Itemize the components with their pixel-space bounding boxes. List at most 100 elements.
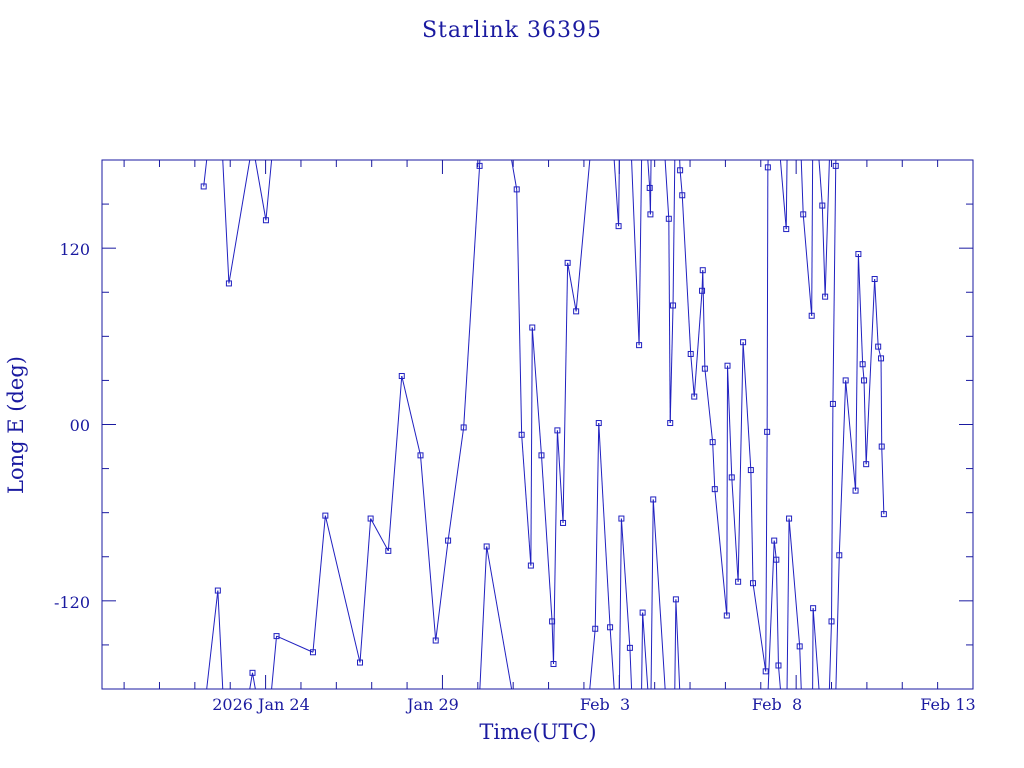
series-segment <box>675 599 681 689</box>
data-point <box>723 612 730 619</box>
data-point <box>225 280 232 287</box>
series-segment <box>271 636 278 689</box>
data-point <box>560 519 567 526</box>
series-segment <box>530 327 533 566</box>
data-point <box>699 287 706 294</box>
series-segment <box>638 160 643 346</box>
series-segment <box>779 160 787 230</box>
data-point <box>573 308 580 315</box>
data-point <box>214 587 221 594</box>
series-segment <box>359 518 372 663</box>
series-segment <box>681 195 692 354</box>
data-point <box>829 400 836 407</box>
data-point <box>527 562 534 569</box>
data-point <box>670 302 677 309</box>
x-tick-label: Feb 13 <box>920 695 975 714</box>
series-segment <box>773 540 777 560</box>
data-point <box>852 487 859 494</box>
data-point <box>518 431 525 438</box>
series-segment <box>618 160 620 227</box>
series-segment <box>845 380 857 491</box>
series-segment <box>881 446 885 515</box>
series-segment <box>828 621 833 689</box>
data-point <box>709 439 716 446</box>
series-segment <box>486 546 513 689</box>
data-point <box>273 633 280 640</box>
series-segment <box>874 278 879 347</box>
data-point <box>549 618 556 625</box>
series-segment <box>812 608 820 689</box>
data-point <box>650 496 657 503</box>
y-tick-label: -120 <box>54 593 90 612</box>
data-point <box>819 202 826 209</box>
data-point <box>691 393 698 400</box>
series-segment <box>479 546 488 689</box>
series-segment <box>618 518 622 689</box>
series-segment <box>613 160 620 227</box>
data-point <box>636 342 643 349</box>
data-point <box>615 223 622 230</box>
chart-title: Starlink 36395 <box>422 18 602 43</box>
series-segment <box>370 518 389 552</box>
data-point <box>385 547 392 554</box>
data-point <box>762 668 769 675</box>
series-segment <box>463 165 481 428</box>
data-point <box>828 618 835 625</box>
data-point <box>679 192 686 199</box>
series-segment <box>324 515 361 663</box>
data-point <box>740 339 747 346</box>
series-segment <box>690 353 695 397</box>
series-segment <box>835 555 840 689</box>
series-segment <box>702 270 706 369</box>
data-point <box>677 167 684 174</box>
data-point <box>357 659 364 666</box>
x-tick-label: 2026 Jan 24 <box>212 695 310 714</box>
data-point <box>483 543 490 550</box>
x-tick-label: Jan 29 <box>405 695 459 714</box>
data-point <box>672 596 679 603</box>
series-segment <box>669 305 674 424</box>
series-segment <box>664 160 670 219</box>
series-segment <box>254 160 267 221</box>
data-point <box>309 649 316 656</box>
data-point <box>786 515 793 522</box>
series-segment <box>857 254 864 365</box>
series-segment <box>420 455 437 641</box>
data-point <box>367 515 374 522</box>
series-segment <box>824 160 830 297</box>
series-segment <box>865 279 876 465</box>
series-segment <box>785 160 788 230</box>
data-point <box>647 211 654 218</box>
series-segment <box>556 430 564 523</box>
data-point <box>699 267 706 274</box>
data-point <box>200 183 207 190</box>
data-point <box>607 624 614 631</box>
series-segment <box>401 375 421 456</box>
series-segment <box>552 430 558 665</box>
data-point <box>513 186 520 193</box>
series-segment <box>567 262 577 312</box>
y-tick-label: 00 <box>70 416 90 435</box>
series-segment <box>726 365 729 616</box>
series-segment <box>802 214 813 316</box>
data-point <box>529 324 536 331</box>
series-segment <box>767 540 775 689</box>
data-point <box>646 184 653 191</box>
data-point <box>747 467 754 474</box>
series-segment <box>674 599 677 689</box>
series-segment <box>714 489 728 616</box>
data-point <box>878 355 885 362</box>
data-point <box>863 461 870 468</box>
data-point <box>460 424 467 431</box>
series-segment <box>838 380 847 556</box>
data-point <box>639 609 646 616</box>
data-point <box>665 215 672 222</box>
data-point <box>771 537 778 544</box>
series-segment <box>203 160 208 187</box>
series-segment <box>880 358 883 447</box>
series-segment <box>775 559 779 666</box>
series-segment <box>620 518 631 648</box>
data-point <box>808 312 815 319</box>
data-point <box>842 377 849 384</box>
data-point <box>773 556 780 563</box>
